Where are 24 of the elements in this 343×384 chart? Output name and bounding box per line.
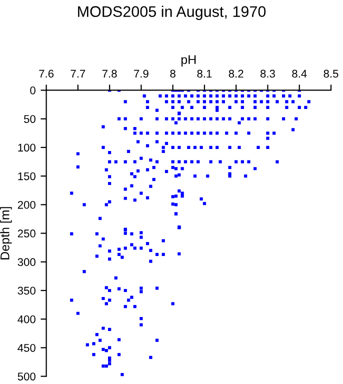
x-tick-label: 7.6: [39, 70, 54, 78]
y-tick-label: 100: [18, 144, 36, 152]
y-tick-label: 500: [18, 372, 36, 380]
x-tick-label: 8.5: [324, 70, 338, 78]
x-tick-label: 8.1: [197, 70, 212, 78]
y-tick-label: 200: [18, 200, 36, 209]
y-tick-label: 350: [18, 286, 36, 295]
x-axis-title: pH: [181, 55, 196, 67]
x-tick-label: 8.3: [260, 70, 275, 78]
x-tick-label: 8.4: [292, 70, 307, 78]
y-tick-label: 400: [18, 315, 36, 324]
y-tick-label: 0: [30, 86, 36, 94]
x-tick-label: 7.9: [134, 70, 148, 78]
x-tick-label: 7.7: [70, 70, 86, 78]
y-tick-label: 50: [24, 115, 36, 123]
y-tick-label: 450: [18, 344, 36, 352]
y-tick-label: 250: [18, 230, 36, 238]
chart-title: MODS2005 in August, 1970: [78, 6, 266, 20]
x-tick-label: 8: [170, 70, 176, 78]
x-tick-label: 7.8: [102, 70, 117, 78]
y-tick-label: 300: [18, 258, 36, 266]
x-tick-label: 8.2: [228, 70, 244, 78]
y-axis-title: Depth [m]: [0, 207, 12, 260]
y-tick-label: 150: [18, 172, 36, 180]
